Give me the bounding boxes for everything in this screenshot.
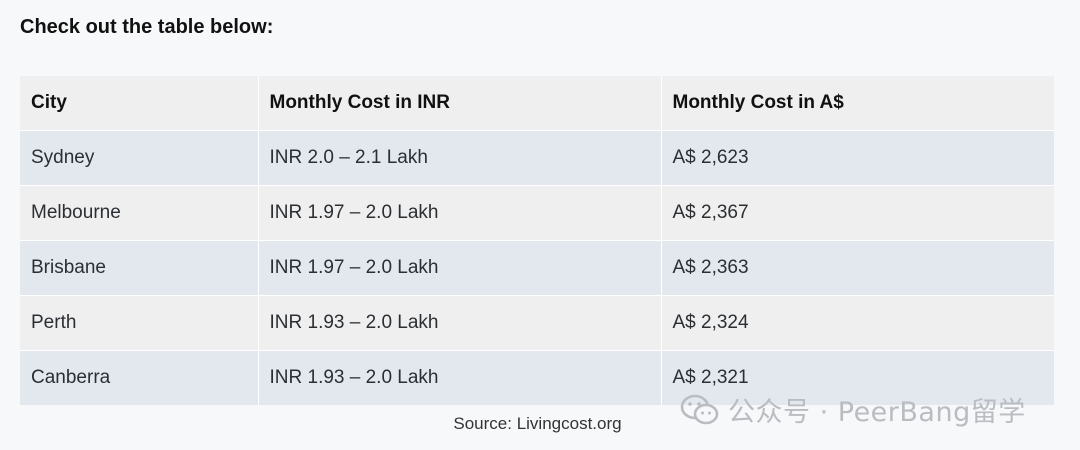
cost-aud-cell: A$ 2,623 xyxy=(661,130,1054,186)
watermark-text: 公众号 · PeerBang留学 xyxy=(728,397,1026,428)
cost-aud-cell: A$ 2,363 xyxy=(661,240,1054,296)
cost-inr-cell: INR 1.97 – 2.0 Lakh xyxy=(258,240,662,296)
table-row: Melbourne INR 1.97 – 2.0 Lakh A$ 2,367 xyxy=(20,185,1054,241)
watermark: 公众号 · PeerBang留学 xyxy=(680,390,1026,429)
cost-aud-cell: A$ 2,321 xyxy=(661,350,1054,405)
table-row: Brisbane INR 1.97 – 2.0 Lakh A$ 2,363 xyxy=(20,240,1054,296)
city-cell: Canberra xyxy=(20,350,259,405)
city-cell: Melbourne xyxy=(20,185,259,241)
cost-inr-cell: INR 2.0 – 2.1 Lakh xyxy=(258,130,662,186)
cost-inr-cell: INR 1.93 – 2.0 Lakh xyxy=(258,295,662,351)
city-cell: Perth xyxy=(20,295,259,351)
table-row: Sydney INR 2.0 – 2.1 Lakh A$ 2,623 xyxy=(20,130,1054,186)
cost-aud-cell: A$ 2,324 xyxy=(661,295,1054,351)
table-row: Perth INR 1.93 – 2.0 Lakh A$ 2,324 xyxy=(20,295,1054,351)
wechat-icon xyxy=(680,394,719,424)
cost-table: City Monthly Cost in INR Monthly Cost in… xyxy=(20,76,1054,405)
column-header-city: City xyxy=(20,76,259,131)
cost-inr-cell: INR 1.93 – 2.0 Lakh xyxy=(258,350,662,405)
column-header-cost-aud: Monthly Cost in A$ xyxy=(661,76,1054,131)
table-header-row: City Monthly Cost in INR Monthly Cost in… xyxy=(20,76,1054,131)
cost-inr-cell: INR 1.97 – 2.0 Lakh xyxy=(258,185,662,241)
table-row: Canberra INR 1.93 – 2.0 Lakh A$ 2,321 xyxy=(20,350,1054,405)
city-cell: Brisbane xyxy=(20,240,259,296)
source-caption: Source: Livingcost.org xyxy=(453,414,622,433)
column-header-cost-inr: Monthly Cost in INR xyxy=(258,76,662,131)
city-cell: Sydney xyxy=(20,130,259,186)
intro-text: Check out the table below: xyxy=(20,16,274,38)
cost-aud-cell: A$ 2,367 xyxy=(661,185,1054,241)
